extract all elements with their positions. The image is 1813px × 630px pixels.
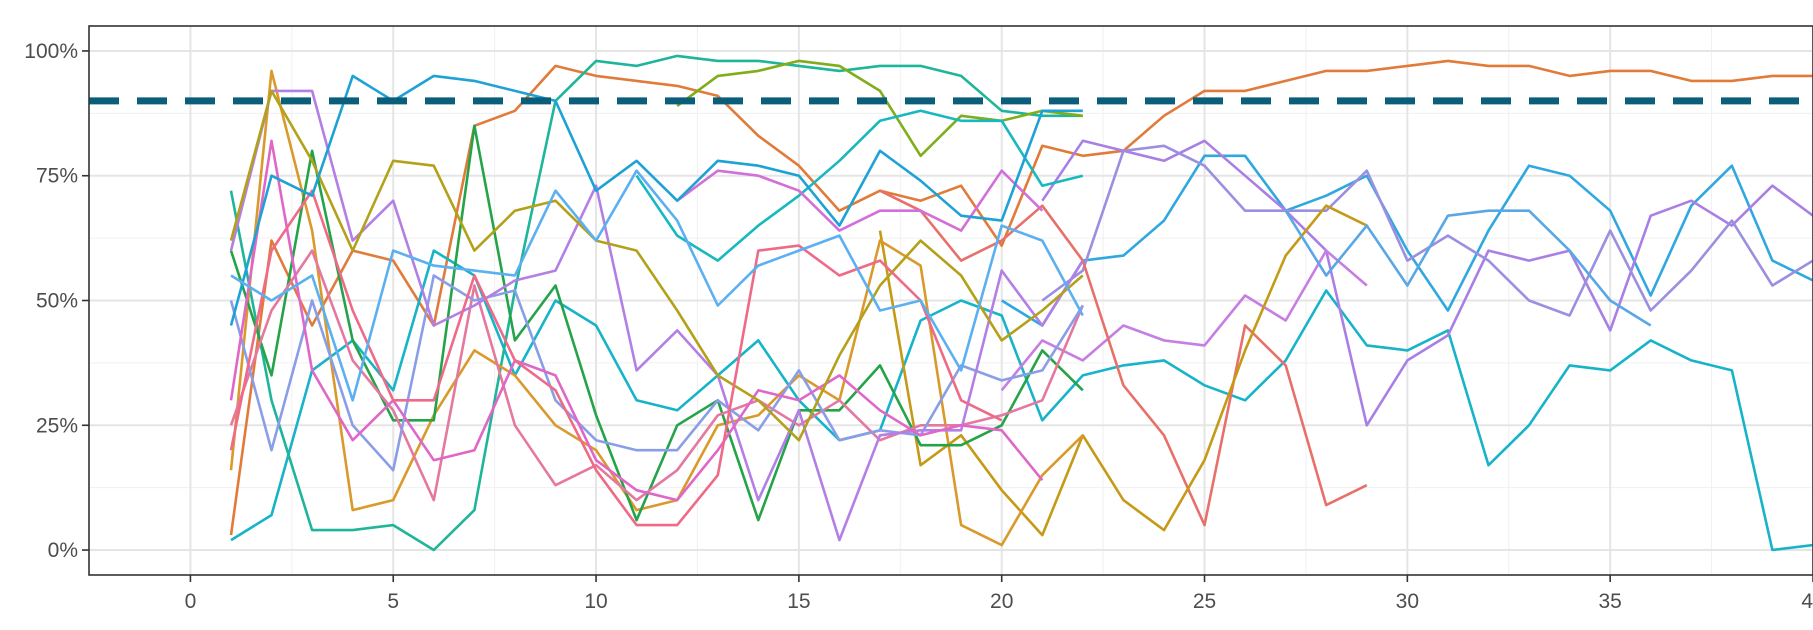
y-tick-label: 25% (36, 414, 78, 437)
x-tick-label: 30 (1396, 590, 1419, 613)
series-line-19 (229, 139, 1044, 502)
series-line-8 (878, 204, 1368, 537)
x-axis: 0 5 10 15 20 25 30 35 40 (185, 575, 1813, 613)
series-line-11 (676, 59, 1083, 158)
series-line-15 (229, 124, 1084, 522)
grid-minor (89, 26, 1813, 575)
x-tick-label: 35 (1598, 590, 1621, 613)
series-line-12 (635, 109, 1084, 262)
y-tick-label: 50% (36, 290, 78, 313)
series-line-14 (229, 69, 1084, 547)
series-line-4 (1041, 139, 1813, 427)
x-tick-label: 5 (387, 590, 399, 613)
series-line-21 (229, 189, 1003, 527)
series-line-20 (229, 89, 1084, 442)
x-tick-label: 25 (1193, 590, 1216, 613)
x-tick-label: 10 (584, 590, 607, 613)
series-line-7 (879, 189, 1368, 527)
x-tick-label: 20 (990, 590, 1013, 613)
series-line-3 (1001, 154, 1813, 327)
series-line-16 (229, 249, 1084, 502)
series-line-22 (229, 74, 1083, 326)
y-tick-label: 0% (48, 539, 78, 562)
series-line-17 (229, 274, 1084, 472)
series-line-13 (676, 169, 1044, 232)
series-line-10 (229, 54, 1083, 552)
series-line-2 (230, 249, 1813, 552)
series-line-23 (230, 169, 1084, 402)
x-tick-label: 15 (787, 590, 810, 613)
y-axis: 0% 25% 50% 75% 100% (24, 40, 89, 562)
series-line-9 (1284, 209, 1652, 327)
series-layer (229, 54, 1813, 552)
series-line-1 (229, 59, 1813, 536)
x-tick-label: 0 (185, 590, 197, 613)
y-tick-label: 100% (24, 40, 78, 63)
x-tick-label: 40 (1801, 590, 1813, 613)
y-tick-label: 75% (36, 165, 78, 188)
